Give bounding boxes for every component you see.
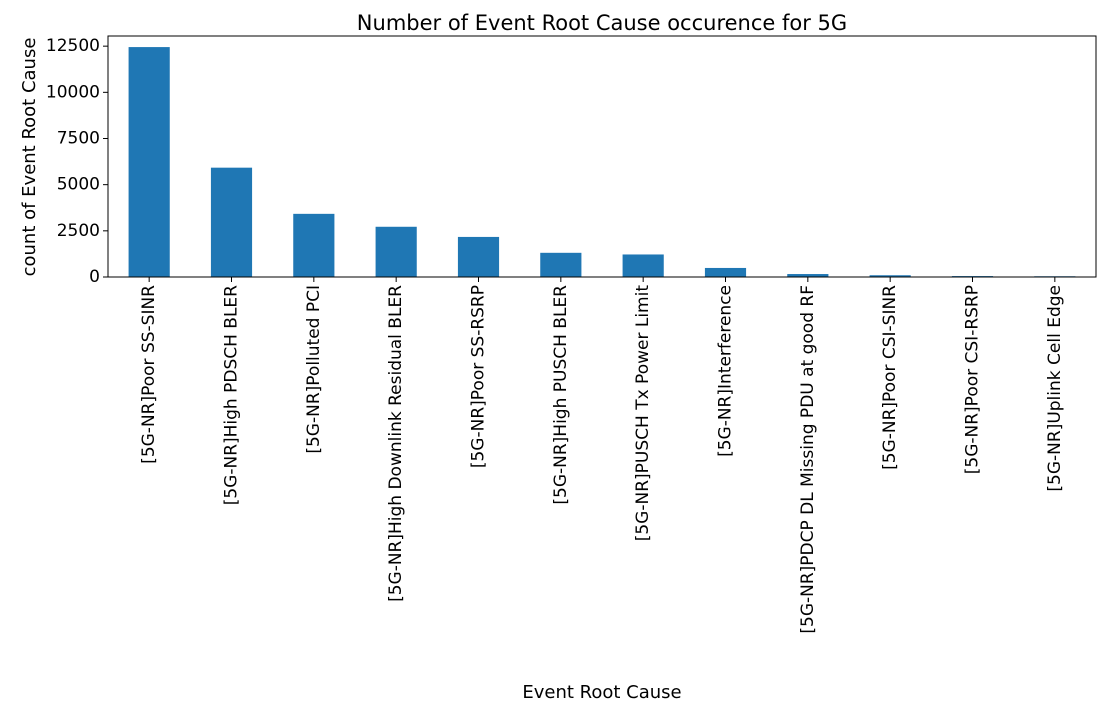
bar-0 <box>128 47 170 277</box>
x-tick-label-8: [5G-NR]PDCP DL Missing PDU at good RF <box>798 285 818 634</box>
y-axis: 0 2500 5000 7500 10000 12500 <box>46 36 108 287</box>
x-tick-label-5: [5G-NR]High PUSCH BLER <box>551 285 571 505</box>
x-tick-label-0: [5G-NR]Poor SS-SINR <box>139 285 159 464</box>
x-tick-label-3: [5G-NR]High Downlink Residual BLER <box>386 285 406 602</box>
x-tick-label-1: [5G-NR]High PDSCH BLER <box>222 285 242 505</box>
y-tick-label-1: 2500 <box>57 221 100 241</box>
bar-7 <box>704 267 747 277</box>
x-axis: [5G-NR]Poor SS-SINR [5G-NR]High PDSCH BLE… <box>139 277 1065 634</box>
x-axis-label: Event Root Cause <box>522 682 681 703</box>
x-tick-label-10: [5G-NR]Poor CSI-RSRP <box>963 285 983 474</box>
x-tick-label-7: [5G-NR]Interference <box>716 285 736 457</box>
bar-5 <box>540 252 582 277</box>
bar-6 <box>622 254 664 277</box>
x-tick-label-4: [5G-NR]Poor SS-RSRP <box>469 285 489 468</box>
y-tick-label-3: 7500 <box>57 128 100 148</box>
y-axis-label: count of Event Root Cause <box>19 38 40 277</box>
x-tick-label-11: [5G-NR]Uplink Cell Edge <box>1045 285 1065 492</box>
x-tick-label-2: [5G-NR]Polluted PCI <box>304 285 324 454</box>
bar-2 <box>293 213 335 277</box>
bar-1 <box>210 167 253 277</box>
x-tick-label-9: [5G-NR]Poor CSI-SINR <box>880 285 900 470</box>
bar-4 <box>457 236 500 277</box>
bar-9 <box>869 275 911 277</box>
bar-8 <box>787 274 829 277</box>
x-tick-label-6: [5G-NR]PUSCH Tx Power Limit <box>633 285 653 542</box>
chart-title: Number of Event Root Cause occurence for… <box>357 11 847 35</box>
y-tick-label-0: 0 <box>89 267 100 287</box>
y-tick-label-2: 5000 <box>57 175 100 195</box>
y-tick-label-4: 10000 <box>46 82 100 102</box>
bar-3 <box>375 226 417 277</box>
bars-group <box>128 47 1076 278</box>
plot-frame <box>107 35 1097 278</box>
y-tick-label-5: 12500 <box>46 36 100 56</box>
